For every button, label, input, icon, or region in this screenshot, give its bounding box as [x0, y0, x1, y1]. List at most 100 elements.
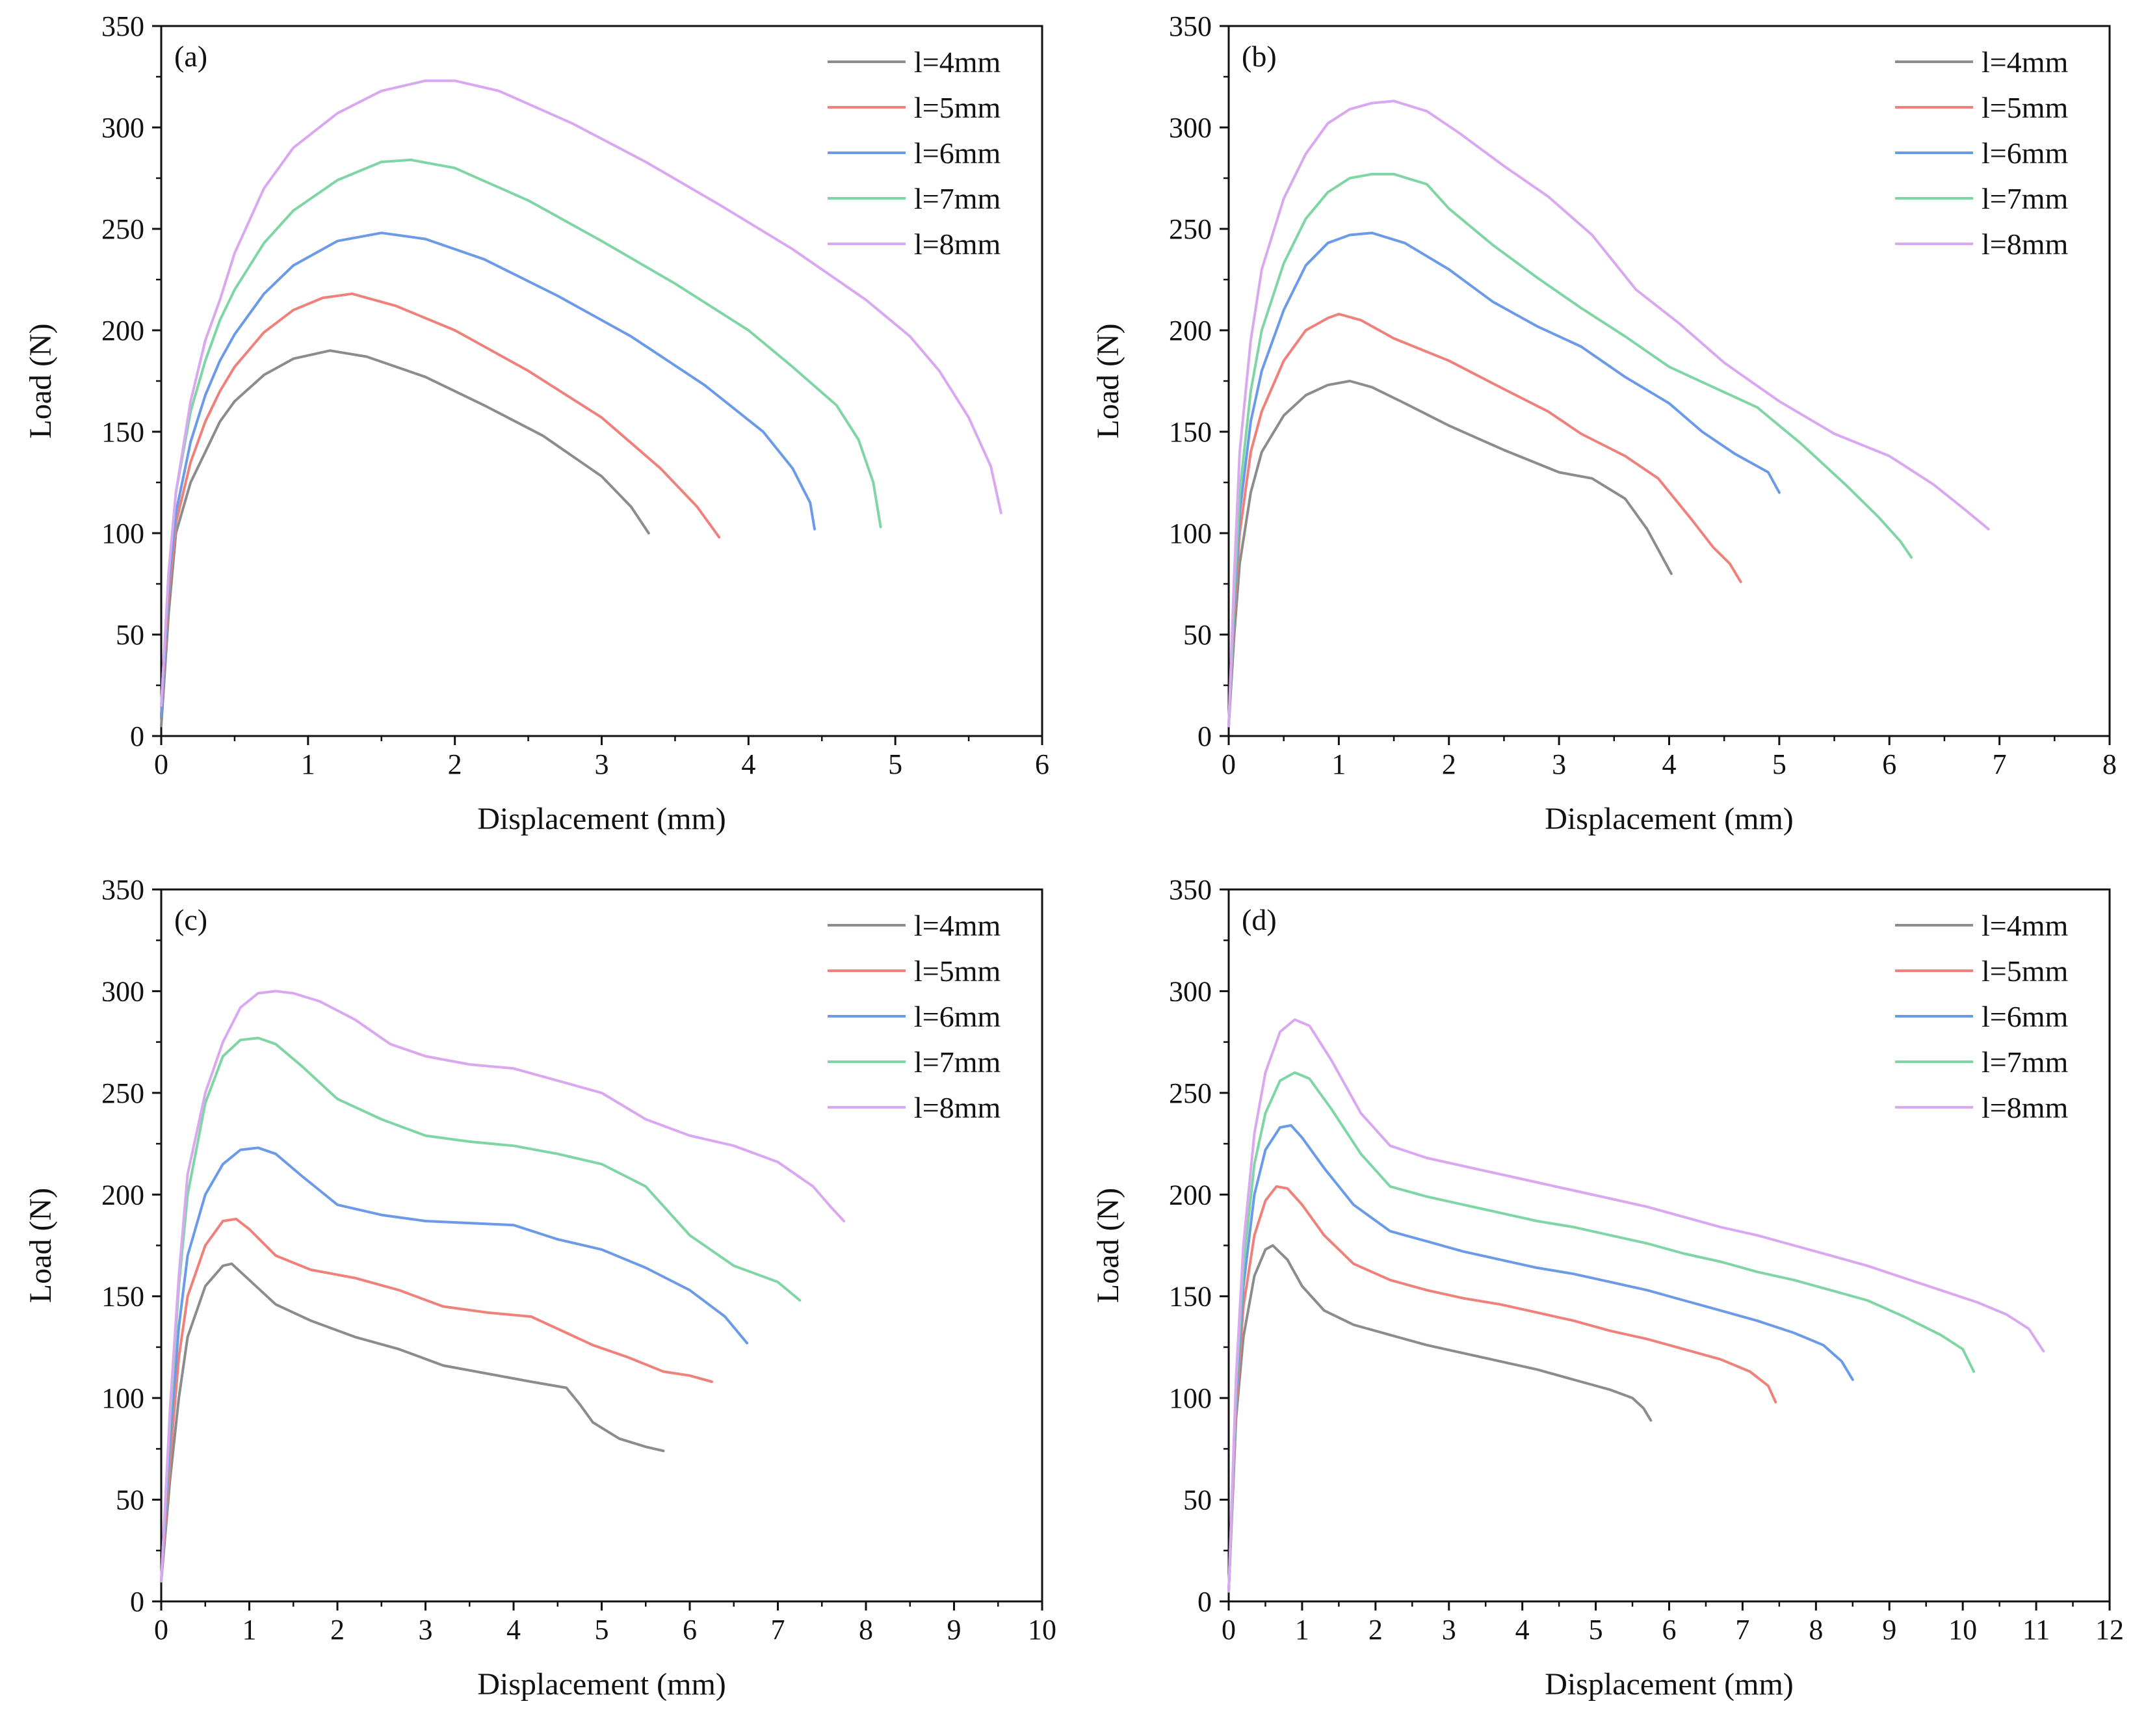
chart-panel-3: 0 1 2 3 4 5 6 7 8 9 10050100150200250300350Displac… [23, 874, 1056, 1702]
y-tick-label: 100 [1169, 1382, 1212, 1414]
series-line-l-8mm [160, 990, 846, 1583]
x-tick-label: 9 [947, 1614, 962, 1646]
chart-panel-4: 0 1 2 3 4 5 6 7 8 9 10 11 12050100150200250300350Dis… [1091, 874, 2124, 1702]
chart-panel-2: 0 1 2 3 4 5 6 7 8 0 50 100 150 200 250 300 350 Displaceme… [1091, 10, 2117, 836]
legend-label: l=5mm [1982, 954, 2069, 988]
y-axis-title: Load (N) [1091, 1188, 1125, 1303]
x-tick-label: 1 [1295, 1614, 1309, 1646]
x-tick-label: 5 [595, 1614, 609, 1646]
x-tick-label: 10 [1948, 1614, 1977, 1646]
legend-label: l=5mm [914, 954, 1001, 988]
series-line-l-7mm [160, 1036, 802, 1583]
x-tick-label: 2 [448, 748, 462, 780]
series-line-l-7mm [1227, 1071, 1976, 1593]
x-tick-label: 6 [1882, 748, 1896, 780]
series-line-l-4mm [160, 349, 650, 728]
x-tick-label: 12 [2095, 1614, 2124, 1646]
panel-label: (a) [174, 40, 207, 73]
legend-label: l=8mm [914, 228, 1001, 261]
x-tick-label: 3 [1442, 1614, 1456, 1646]
legend-label: l=7mm [914, 1046, 1001, 1079]
y-tick-label: 0 [1197, 720, 1212, 752]
legend-label: l=8mm [1982, 228, 2069, 261]
plot-frame [160, 25, 1043, 737]
y-tick-label: 0 [130, 720, 144, 752]
legend: l=4mm l=5mm l=6mm l=7mm l=8mm [828, 46, 1001, 261]
y-tick-label: 350 [101, 874, 144, 906]
series-line-l-8mm [1227, 99, 1990, 728]
x-tick-label: 8 [1809, 1614, 1823, 1646]
x-tick-label: 1 [242, 1614, 257, 1646]
y-axis-title: Load (N) [23, 1188, 58, 1303]
y-tick-label: 0 [1197, 1586, 1212, 1618]
legend-label: l=6mm [914, 137, 1001, 170]
legend-label: l=4mm [914, 909, 1001, 942]
x-axis-title: Displacement (mm) [1545, 1667, 1794, 1702]
chart-panel-1: 0 1 2 3 4 5 6 0 50 100 150 200 250 300 350 Displacement… [23, 10, 1049, 836]
y-axis-title: Load (N) [23, 323, 58, 438]
panel-label: (c) [174, 903, 207, 936]
legend-label: l=7mm [914, 182, 1001, 215]
y-tick-label: 100 [1169, 518, 1212, 549]
y-tick-label: 0 [130, 1586, 144, 1618]
series-line-l-5mm [160, 292, 721, 717]
y-tick-label: 150 [101, 1281, 144, 1313]
panel-label: (d) [1242, 903, 1277, 936]
x-tick-label: 2 [1442, 748, 1456, 780]
plot-frame [160, 888, 1043, 1603]
y-tick-label: 300 [1169, 112, 1212, 144]
x-tick-label: 0 [154, 1614, 168, 1646]
series-line-l-5mm [1227, 313, 1742, 728]
x-axis-title: Displacement (mm) [477, 1667, 726, 1702]
y-tick-label: 50 [1183, 619, 1212, 651]
x-axis-title: Displacement (mm) [1545, 802, 1794, 836]
legend-label: l=8mm [914, 1091, 1001, 1124]
x-tick-label: 1 [1331, 748, 1346, 780]
x-tick-label: 0 [1222, 748, 1236, 780]
series-line-l-6mm [1227, 1124, 1854, 1593]
y-tick-label: 200 [101, 1179, 144, 1211]
x-tick-label: 2 [1368, 1614, 1383, 1646]
series-line-l-8mm [1227, 1018, 2045, 1593]
legend-label: l=8mm [1982, 1091, 2069, 1124]
x-tick-label: 6 [683, 1614, 697, 1646]
y-tick-label: 300 [101, 112, 144, 144]
x-axis-title: Displacement (mm) [477, 802, 726, 836]
y-tick-label: 300 [101, 975, 144, 1007]
x-tick-label: 4 [741, 748, 755, 780]
x-tick-label: 10 [1028, 1614, 1056, 1646]
y-tick-label: 350 [101, 10, 144, 42]
y-tick-label: 150 [101, 416, 144, 448]
y-tick-label: 300 [1169, 975, 1212, 1007]
x-tick-label: 5 [1772, 748, 1786, 780]
plot-frame [1227, 25, 2111, 737]
x-tick-label: 0 [154, 748, 168, 780]
plot-frame [1227, 888, 2111, 1603]
series-line-l-6mm [1227, 231, 1781, 728]
x-tick-label: 5 [888, 748, 902, 780]
legend-label: l=6mm [914, 1000, 1001, 1033]
panel-label: (b) [1242, 40, 1277, 73]
x-tick-label: 5 [1589, 1614, 1603, 1646]
x-tick-label: 11 [2022, 1614, 2050, 1646]
legend-label: l=7mm [1982, 1046, 2069, 1079]
x-tick-label: 6 [1035, 748, 1049, 780]
x-tick-label: 3 [419, 1614, 433, 1646]
x-tick-label: 3 [1552, 748, 1566, 780]
series-line-l-5mm [1227, 1185, 1777, 1593]
y-tick-label: 150 [1169, 1281, 1212, 1313]
x-tick-label: 4 [506, 1614, 521, 1646]
y-tick-label: 50 [1183, 1484, 1212, 1516]
legend-label: l=6mm [1982, 137, 2069, 170]
x-tick-label: 3 [595, 748, 609, 780]
y-tick-label: 100 [101, 1382, 144, 1414]
series-line-l-6mm [160, 231, 816, 717]
legend: l=4mm l=5mm l=6mm l=7mm l=8mm [1895, 909, 2069, 1124]
y-tick-label: 50 [116, 619, 144, 651]
y-tick-label: 200 [1169, 1179, 1212, 1211]
y-tick-label: 150 [1169, 416, 1212, 448]
series-line-l-5mm [160, 1217, 713, 1583]
series-line-l-4mm [1227, 380, 1673, 728]
x-tick-label: 4 [1662, 748, 1677, 780]
legend-label: l=6mm [1982, 1000, 2069, 1033]
